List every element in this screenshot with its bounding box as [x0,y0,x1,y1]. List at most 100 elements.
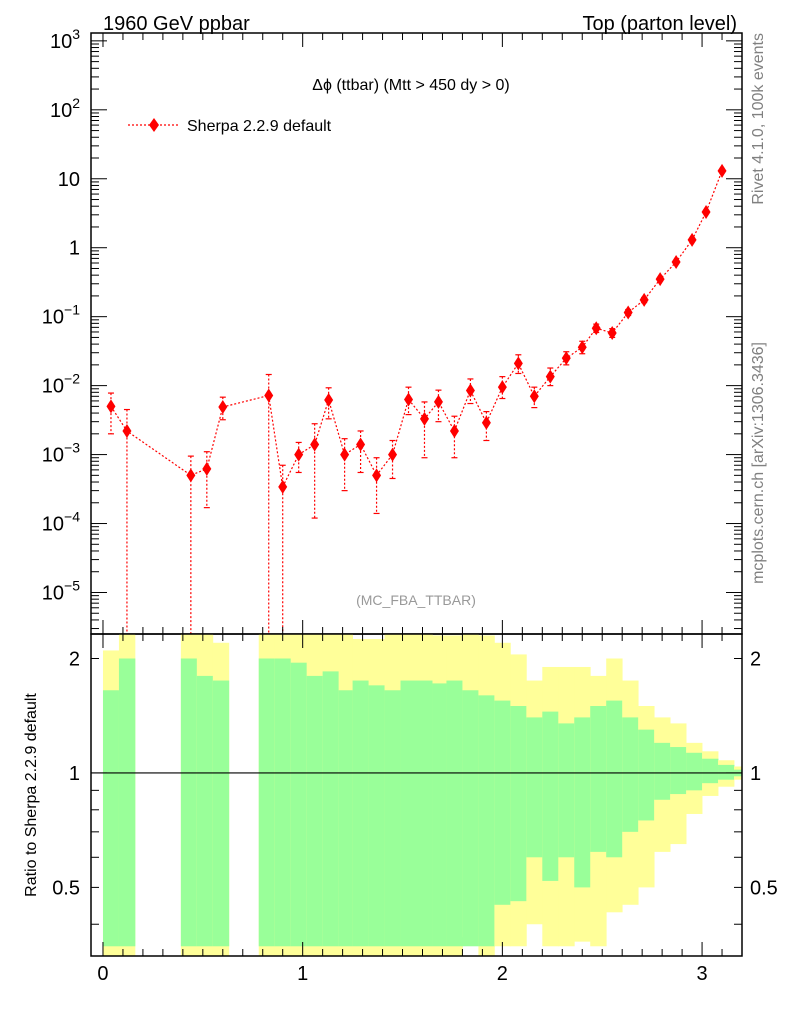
y-tick-label: 10−4 [42,509,80,536]
y-tick-label: 10 [58,169,80,191]
ratio-inner-band-26 [590,706,607,852]
watermark: (MC_FBA_TTBAR) [356,592,476,608]
legend: Sherpa 2.2.9 default [128,118,332,135]
x-tick-label: 1 [297,963,308,985]
main-plot: Δϕ (ttbar) (Mtt > 450 dy > 0) (MC_FBA_TT… [42,26,743,635]
ratio-inner-band-34 [718,764,735,780]
ratio-y-tick-label: 1 [69,763,80,785]
header-left: 1960 GeV ppbar [103,13,250,35]
data-point-11 [356,437,366,452]
ratio-inner-band-19 [478,695,495,947]
ratio-inner-band-13 [384,690,401,947]
ratio-inner-band-31 [670,747,687,795]
data-point-19 [481,415,491,430]
ratio-y-tick-label: 2 [69,649,80,671]
data-point-5 [264,388,274,403]
ratio-inner-band-7 [290,662,308,947]
ratio-inner-band-16 [432,683,447,947]
ratio-y-tick-label: 0.5 [52,877,80,899]
ratio-inner-band-33 [702,758,719,784]
ratio-plot: 0.5 0.5 1 1 2 2 0 1 2 3 Ratio to Sherpa 2.2.9 def… [23,633,778,985]
ratio-inner-band-12 [368,685,385,947]
ratio-inner-band-23 [542,711,559,881]
data-point-12 [372,468,382,483]
mcplots-label: mcplots.cern.ch [arXiv:1306.3436] [750,342,767,584]
ratio-inner-band-1 [118,658,136,947]
data-point-1 [122,423,132,438]
ratio-inner-band-20 [494,700,511,905]
y-tick-label: 103 [50,26,80,53]
data-point-15 [419,411,429,426]
data-point-25 [577,340,587,355]
y-tick-label: 1 [69,238,80,260]
ratio-inner-band-2 [180,658,198,947]
data-point-4 [218,399,228,414]
data-point-16 [433,394,443,409]
data-point-0 [106,399,116,414]
ratio-ylabel: Ratio to Sherpa 2.2.9 default [23,693,40,897]
ratio-inner-band-0 [102,690,120,947]
ratio-inner-band-21 [510,706,527,902]
ratio-inner-band-4 [212,680,230,947]
ratio-inner-band-22 [526,717,543,858]
data-point-8 [310,437,320,452]
data-point-22 [529,389,539,404]
rivet-label: Rivet 4.1.0, 100k events [750,33,767,205]
ratio-inner-band-10 [338,690,353,947]
data-point-3 [202,461,212,476]
ratio-inner-band-17 [446,680,463,947]
data-point-33 [701,204,711,219]
ratio-y-tick-label-right: 1 [750,763,761,785]
ratio-inner-band-8 [306,675,324,947]
ratio-inner-band-27 [606,700,623,858]
ratio-inner-band-14 [400,680,417,947]
ratio-inner-band-3 [196,675,214,947]
ratio-inner-band-29 [638,729,655,821]
ratio-inner-band-28 [622,717,639,832]
y-tick-label: 102 [50,95,80,122]
data-point-34 [717,163,727,178]
data-point-24 [561,351,571,366]
ratio-inner-band-25 [574,717,591,888]
ratio-frame [90,633,743,957]
data-point-17 [449,423,459,438]
ratio-inner-band-32 [686,752,703,791]
data-point-31 [671,255,681,270]
ratio-inner-band-15 [416,680,433,947]
data-point-18 [465,383,475,398]
ratio-inner-band-24 [558,723,575,858]
ratio-inner-band-5 [258,658,276,947]
data-point-20 [497,380,507,395]
header-right: Top (parton level) [582,13,737,35]
data-point-7 [294,447,304,462]
x-tick-label: 3 [696,963,707,985]
ratio-inner-band-9 [322,671,340,947]
data-point-10 [340,447,350,462]
data-point-29 [639,292,649,307]
data-point-23 [545,369,555,384]
y-tick-label: 10−2 [42,371,80,398]
y-tick-label: 10−1 [42,302,80,329]
ratio-y-tick-label-right: 2 [750,649,761,671]
data-point-26 [591,321,601,336]
data-point-21 [513,356,523,371]
data-point-27 [607,325,617,340]
ratio-y-tick-label-right: 0.5 [750,877,778,899]
data-point-2 [186,468,196,483]
ratio-inner-band-11 [352,680,369,947]
ratio-inner-band-18 [462,690,479,947]
series-line [110,170,723,489]
plot-title: Δϕ (ttbar) (Mtt > 450 dy > 0) [312,77,510,94]
y-tick-label: 10−3 [42,440,80,467]
data-point-6 [278,479,288,494]
data-point-9 [324,392,334,407]
legend-label: Sherpa 2.2.9 default [187,118,332,135]
data-point-14 [404,392,414,407]
y-tick-label: 10−5 [42,577,80,604]
data-point-30 [655,272,665,287]
data-point-28 [623,305,633,320]
data-point-32 [687,232,697,247]
data-point-13 [388,447,398,462]
x-tick-label: 2 [497,963,508,985]
